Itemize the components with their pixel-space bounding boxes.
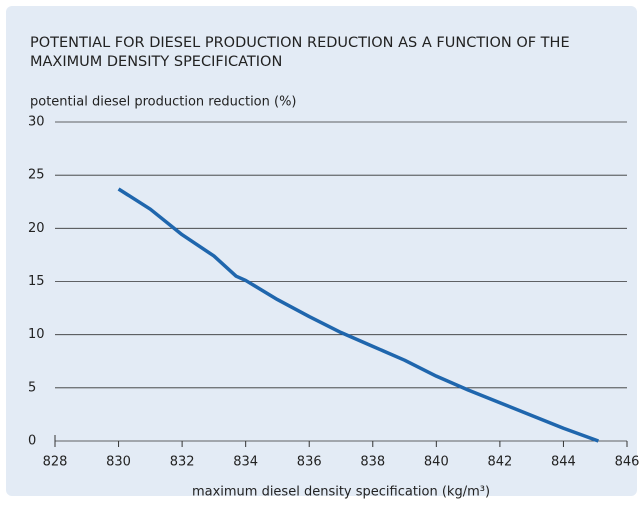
- chart-title: POTENTIAL FOR DIESEL PRODUCTION REDUCTIO…: [30, 35, 570, 70]
- y-tick-label: 20: [28, 221, 45, 236]
- y-tick-label: 25: [28, 168, 45, 183]
- data-line: [117, 187, 600, 443]
- x-tick-label: 838: [360, 455, 385, 470]
- y-tick-label: 0: [28, 434, 36, 449]
- x-tick-label: 832: [170, 455, 195, 470]
- y-axis-label: potential diesel production reduction (%…: [30, 95, 297, 110]
- y-tick-label: 10: [28, 327, 45, 342]
- x-tick-label: 830: [106, 455, 131, 470]
- x-axis-label: maximum diesel density specification (kg…: [192, 485, 490, 500]
- x-tick-label: 828: [43, 455, 68, 470]
- x-tick-label: 834: [233, 455, 258, 470]
- x-tick-label: 846: [615, 455, 640, 470]
- y-tick-label: 30: [28, 115, 45, 130]
- y-tick-label: 5: [28, 380, 36, 395]
- x-tick-label: 844: [551, 455, 576, 470]
- x-tick-label: 836: [297, 455, 322, 470]
- x-tick-label: 840: [424, 455, 449, 470]
- x-tick-label: 842: [487, 455, 512, 470]
- y-tick-label: 15: [28, 274, 45, 289]
